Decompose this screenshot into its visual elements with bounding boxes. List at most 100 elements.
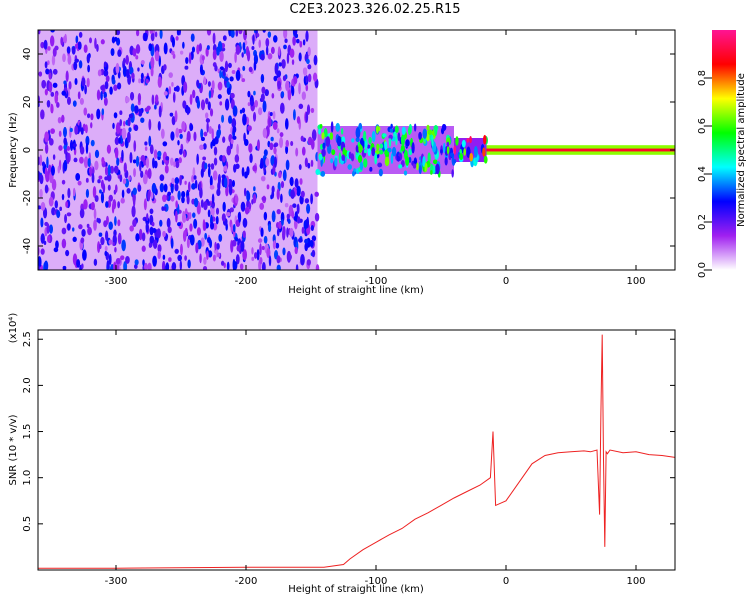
heatmap-cell <box>135 44 141 54</box>
heatmap-cell <box>154 31 158 38</box>
heatmap-cell <box>207 163 211 168</box>
heatmap-cell <box>120 255 125 261</box>
heatmap-cell <box>242 217 248 228</box>
heatmap-cell <box>300 254 305 266</box>
heatmap-cell <box>66 146 71 151</box>
heatmap-cell <box>301 146 306 156</box>
heatmap-cell <box>314 191 319 197</box>
heatmap-cell <box>149 30 154 35</box>
heatmap-cell <box>226 145 232 156</box>
heatmap-cell <box>128 113 133 119</box>
heatmap-cell <box>114 216 117 226</box>
heatmap-cell <box>192 212 196 218</box>
heatmap-cell <box>214 241 217 251</box>
heatmap-cell <box>97 69 102 77</box>
heatmap-cell <box>61 114 65 123</box>
heatmap-cell <box>330 158 334 164</box>
heatmap-cell <box>304 198 310 204</box>
heatmap-cell <box>117 201 121 209</box>
heatmap-cell <box>258 39 262 49</box>
heatmap-cell <box>247 125 252 132</box>
heatmap-cell <box>72 236 77 243</box>
heatmap-cell <box>384 150 389 156</box>
heatmap-cell <box>292 203 297 208</box>
heatmap-cell <box>210 141 213 149</box>
heatmap-cell <box>74 77 78 86</box>
heatmap-cell <box>164 164 169 174</box>
heatmap-cell <box>84 124 88 134</box>
heatmap-cell <box>144 141 148 146</box>
heatmap-cell <box>440 149 443 154</box>
heatmap-cell <box>151 182 157 194</box>
heatmap-cell <box>298 82 301 95</box>
heatmap-cell <box>473 146 478 158</box>
heatmap-cell <box>256 33 260 38</box>
heatmap-cell <box>90 113 94 121</box>
heatmap-cell <box>181 196 185 204</box>
heatmap-cell <box>142 173 148 185</box>
heatmap-cell <box>252 34 255 45</box>
heatmap-cell <box>320 170 326 177</box>
spectrogram-y-label: Frequency (Hz) <box>8 112 19 188</box>
heatmap-cell <box>150 191 154 200</box>
heatmap-cell <box>207 237 211 244</box>
heatmap-cell <box>66 46 71 54</box>
heatmap-cell <box>335 122 341 132</box>
heatmap-cell <box>72 143 77 148</box>
heatmap-cell <box>170 131 175 141</box>
heatmap-cell <box>63 159 68 172</box>
heatmap-cell <box>108 221 113 230</box>
heatmap-cell <box>232 135 237 140</box>
heatmap-cell <box>455 136 459 146</box>
heatmap-cell <box>207 81 211 87</box>
heatmap-cell <box>238 211 242 223</box>
heatmap-cell <box>188 181 191 193</box>
heatmap-cell <box>157 120 161 131</box>
heatmap-cell <box>293 76 298 85</box>
heatmap-cell <box>98 175 103 180</box>
spectrogram-y-ticks: -40 -20 0 20 40 <box>22 48 675 254</box>
heatmap-cell <box>283 44 287 50</box>
heatmap-cell <box>43 260 49 270</box>
heatmap-cell <box>44 184 49 194</box>
heatmap-cell <box>233 163 237 173</box>
heatmap-cell <box>341 154 346 161</box>
heatmap-cell <box>78 224 83 230</box>
snr-plot-area <box>38 330 675 570</box>
heatmap-cell <box>79 121 82 132</box>
heatmap-cell <box>248 143 253 153</box>
heatmap-cell <box>321 148 326 158</box>
heatmap-cell <box>123 162 127 174</box>
heatmap-cell <box>151 94 155 105</box>
heatmap-cell <box>212 254 216 262</box>
heatmap-cell <box>147 168 152 180</box>
heatmap-cell <box>230 30 235 38</box>
heatmap-cell <box>217 41 223 52</box>
heatmap-cell <box>235 254 240 265</box>
heatmap-cell <box>303 219 308 230</box>
heatmap-cell <box>298 52 302 62</box>
heatmap-cell <box>247 102 251 107</box>
heatmap-cell <box>193 218 198 229</box>
heatmap-cell <box>251 256 255 262</box>
heatmap-cell <box>240 240 245 252</box>
heatmap-cell <box>403 170 408 176</box>
heatmap-cell <box>177 254 183 262</box>
heatmap-cell <box>304 157 308 168</box>
heatmap-cell <box>202 156 207 161</box>
heatmap-cell <box>140 77 144 84</box>
heatmap-cell <box>291 210 295 219</box>
heatmap-cell <box>121 127 127 140</box>
heatmap-cell <box>157 76 162 88</box>
heatmap-cell <box>398 164 403 169</box>
heatmap-cell <box>179 260 183 270</box>
heatmap-cell <box>259 243 262 256</box>
heatmap-cell <box>182 41 185 49</box>
heatmap-cell <box>453 159 457 164</box>
heatmap-cell <box>318 128 322 135</box>
heatmap-cell <box>311 129 317 142</box>
heatmap-cell <box>408 156 412 163</box>
heatmap-cell <box>224 60 229 73</box>
heatmap-cell <box>251 247 254 255</box>
